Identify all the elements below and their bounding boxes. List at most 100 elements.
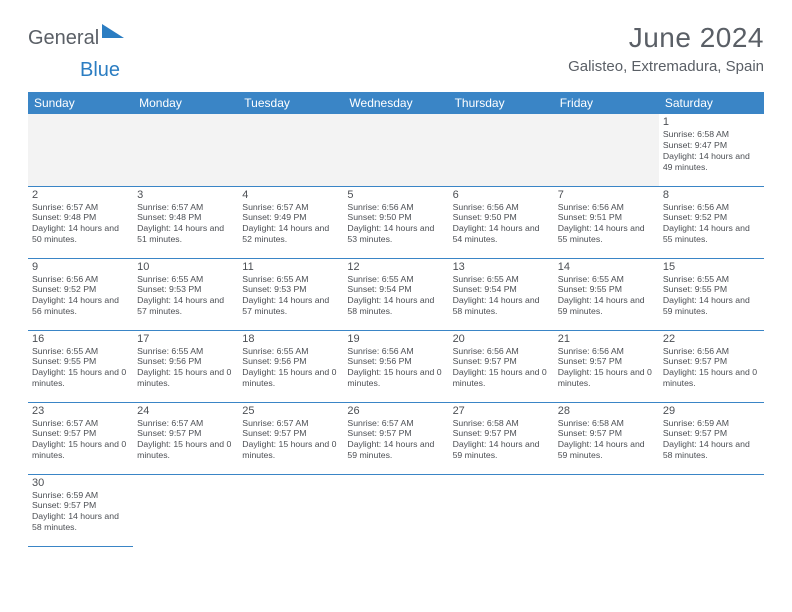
day-info: Sunrise: 6:59 AMSunset: 9:57 PMDaylight:… <box>663 418 760 462</box>
day-info: Sunrise: 6:57 AMSunset: 9:57 PMDaylight:… <box>137 418 234 462</box>
calendar-day-cell: 12Sunrise: 6:55 AMSunset: 9:54 PMDayligh… <box>343 258 448 330</box>
weekday-header: Friday <box>554 92 659 114</box>
calendar-day-cell <box>238 114 343 186</box>
day-info: Sunrise: 6:55 AMSunset: 9:53 PMDaylight:… <box>137 274 234 318</box>
day-info: Sunrise: 6:55 AMSunset: 9:56 PMDaylight:… <box>137 346 234 390</box>
day-info: Sunrise: 6:55 AMSunset: 9:55 PMDaylight:… <box>558 274 655 318</box>
day-number: 24 <box>137 405 234 417</box>
day-number: 18 <box>242 333 339 345</box>
calendar-day-cell <box>133 114 238 186</box>
day-info: Sunrise: 6:56 AMSunset: 9:51 PMDaylight:… <box>558 202 655 246</box>
day-number: 25 <box>242 405 339 417</box>
calendar-day-cell: 26Sunrise: 6:57 AMSunset: 9:57 PMDayligh… <box>343 402 448 474</box>
calendar-page: General June 2024 Galisteo, Extremadura,… <box>0 0 792 575</box>
calendar-day-cell <box>554 474 659 546</box>
calendar-day-cell: 15Sunrise: 6:55 AMSunset: 9:55 PMDayligh… <box>659 258 764 330</box>
day-info: Sunrise: 6:59 AMSunset: 9:57 PMDaylight:… <box>32 490 129 534</box>
day-number: 30 <box>32 477 129 489</box>
calendar-day-cell: 22Sunrise: 6:56 AMSunset: 9:57 PMDayligh… <box>659 330 764 402</box>
calendar-day-cell <box>449 114 554 186</box>
day-number: 5 <box>347 189 444 201</box>
month-title: June 2024 <box>568 22 764 54</box>
day-info: Sunrise: 6:58 AMSunset: 9:47 PMDaylight:… <box>663 129 760 173</box>
calendar-day-cell: 19Sunrise: 6:56 AMSunset: 9:56 PMDayligh… <box>343 330 448 402</box>
calendar-day-cell: 30Sunrise: 6:59 AMSunset: 9:57 PMDayligh… <box>28 474 133 546</box>
day-info: Sunrise: 6:57 AMSunset: 9:57 PMDaylight:… <box>32 418 129 462</box>
day-info: Sunrise: 6:56 AMSunset: 9:57 PMDaylight:… <box>663 346 760 390</box>
calendar-week-row: 9Sunrise: 6:56 AMSunset: 9:52 PMDaylight… <box>28 258 764 330</box>
day-number: 23 <box>32 405 129 417</box>
weekday-header: Thursday <box>449 92 554 114</box>
calendar-day-cell: 25Sunrise: 6:57 AMSunset: 9:57 PMDayligh… <box>238 402 343 474</box>
day-number: 4 <box>242 189 339 201</box>
calendar-day-cell: 24Sunrise: 6:57 AMSunset: 9:57 PMDayligh… <box>133 402 238 474</box>
day-info: Sunrise: 6:55 AMSunset: 9:55 PMDaylight:… <box>32 346 129 390</box>
title-block: June 2024 Galisteo, Extremadura, Spain <box>568 22 764 75</box>
day-number: 2 <box>32 189 129 201</box>
day-number: 19 <box>347 333 444 345</box>
day-number: 16 <box>32 333 129 345</box>
day-number: 26 <box>347 405 444 417</box>
day-number: 10 <box>137 261 234 273</box>
calendar-day-cell: 7Sunrise: 6:56 AMSunset: 9:51 PMDaylight… <box>554 186 659 258</box>
location-text: Galisteo, Extremadura, Spain <box>568 58 764 75</box>
weekday-header: Monday <box>133 92 238 114</box>
calendar-day-cell: 29Sunrise: 6:59 AMSunset: 9:57 PMDayligh… <box>659 402 764 474</box>
calendar-day-cell: 14Sunrise: 6:55 AMSunset: 9:55 PMDayligh… <box>554 258 659 330</box>
calendar-week-row: 1Sunrise: 6:58 AMSunset: 9:47 PMDaylight… <box>28 114 764 186</box>
logo-text-blue: Blue <box>80 59 120 81</box>
day-info: Sunrise: 6:57 AMSunset: 9:48 PMDaylight:… <box>32 202 129 246</box>
calendar-day-cell: 10Sunrise: 6:55 AMSunset: 9:53 PMDayligh… <box>133 258 238 330</box>
calendar-day-cell: 1Sunrise: 6:58 AMSunset: 9:47 PMDaylight… <box>659 114 764 186</box>
calendar-day-cell: 13Sunrise: 6:55 AMSunset: 9:54 PMDayligh… <box>449 258 554 330</box>
weekday-header: Sunday <box>28 92 133 114</box>
calendar-day-cell: 17Sunrise: 6:55 AMSunset: 9:56 PMDayligh… <box>133 330 238 402</box>
day-number: 12 <box>347 261 444 273</box>
calendar-day-cell <box>343 474 448 546</box>
calendar-day-cell: 23Sunrise: 6:57 AMSunset: 9:57 PMDayligh… <box>28 402 133 474</box>
day-info: Sunrise: 6:57 AMSunset: 9:57 PMDaylight:… <box>242 418 339 462</box>
calendar-day-cell: 18Sunrise: 6:55 AMSunset: 9:56 PMDayligh… <box>238 330 343 402</box>
day-info: Sunrise: 6:57 AMSunset: 9:49 PMDaylight:… <box>242 202 339 246</box>
day-info: Sunrise: 6:56 AMSunset: 9:50 PMDaylight:… <box>347 202 444 246</box>
logo-triangle-icon <box>102 24 124 38</box>
day-info: Sunrise: 6:57 AMSunset: 9:48 PMDaylight:… <box>137 202 234 246</box>
calendar-day-cell: 28Sunrise: 6:58 AMSunset: 9:57 PMDayligh… <box>554 402 659 474</box>
calendar-day-cell: 16Sunrise: 6:55 AMSunset: 9:55 PMDayligh… <box>28 330 133 402</box>
logo: General <box>28 26 124 50</box>
calendar-day-cell <box>343 114 448 186</box>
calendar-day-cell: 20Sunrise: 6:56 AMSunset: 9:57 PMDayligh… <box>449 330 554 402</box>
day-number: 15 <box>663 261 760 273</box>
day-number: 8 <box>663 189 760 201</box>
calendar-day-cell: 3Sunrise: 6:57 AMSunset: 9:48 PMDaylight… <box>133 186 238 258</box>
day-info: Sunrise: 6:56 AMSunset: 9:50 PMDaylight:… <box>453 202 550 246</box>
logo-text-general: General <box>28 27 99 50</box>
day-number: 1 <box>663 116 760 128</box>
day-number: 28 <box>558 405 655 417</box>
day-number: 21 <box>558 333 655 345</box>
day-info: Sunrise: 6:55 AMSunset: 9:55 PMDaylight:… <box>663 274 760 318</box>
weekday-header: Tuesday <box>238 92 343 114</box>
day-number: 9 <box>32 261 129 273</box>
calendar-table: Sunday Monday Tuesday Wednesday Thursday… <box>28 92 764 547</box>
calendar-week-row: 16Sunrise: 6:55 AMSunset: 9:55 PMDayligh… <box>28 330 764 402</box>
calendar-week-row: 30Sunrise: 6:59 AMSunset: 9:57 PMDayligh… <box>28 474 764 546</box>
calendar-day-cell: 27Sunrise: 6:58 AMSunset: 9:57 PMDayligh… <box>449 402 554 474</box>
day-number: 14 <box>558 261 655 273</box>
day-number: 17 <box>137 333 234 345</box>
day-info: Sunrise: 6:56 AMSunset: 9:57 PMDaylight:… <box>558 346 655 390</box>
day-info: Sunrise: 6:56 AMSunset: 9:56 PMDaylight:… <box>347 346 444 390</box>
calendar-day-cell: 8Sunrise: 6:56 AMSunset: 9:52 PMDaylight… <box>659 186 764 258</box>
calendar-day-cell: 5Sunrise: 6:56 AMSunset: 9:50 PMDaylight… <box>343 186 448 258</box>
day-number: 27 <box>453 405 550 417</box>
calendar-body: 1Sunrise: 6:58 AMSunset: 9:47 PMDaylight… <box>28 114 764 546</box>
calendar-day-cell <box>659 474 764 546</box>
day-number: 11 <box>242 261 339 273</box>
calendar-day-cell <box>554 114 659 186</box>
calendar-day-cell: 6Sunrise: 6:56 AMSunset: 9:50 PMDaylight… <box>449 186 554 258</box>
day-info: Sunrise: 6:55 AMSunset: 9:54 PMDaylight:… <box>347 274 444 318</box>
calendar-day-cell: 9Sunrise: 6:56 AMSunset: 9:52 PMDaylight… <box>28 258 133 330</box>
day-info: Sunrise: 6:57 AMSunset: 9:57 PMDaylight:… <box>347 418 444 462</box>
day-info: Sunrise: 6:58 AMSunset: 9:57 PMDaylight:… <box>453 418 550 462</box>
calendar-header-row: Sunday Monday Tuesday Wednesday Thursday… <box>28 92 764 114</box>
